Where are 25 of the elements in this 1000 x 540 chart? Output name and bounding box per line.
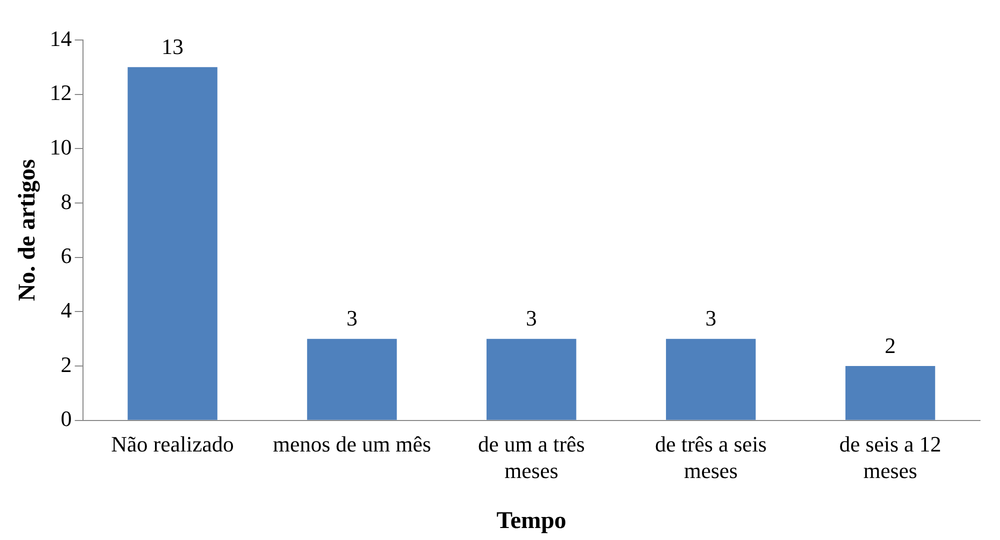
bar <box>486 338 576 420</box>
data-label: 13 <box>162 34 184 59</box>
x-axis-title: Tempo <box>496 508 566 534</box>
y-tick-label: 8 <box>60 188 72 214</box>
x-tick-label: menos de um mês <box>272 431 432 456</box>
x-tick-label: de seis a 12 meses <box>839 431 942 483</box>
y-tick-label: 10 <box>50 134 72 160</box>
data-label: 3 <box>526 306 537 331</box>
y-tick-label: 6 <box>60 243 72 268</box>
data-label: 3 <box>346 306 358 331</box>
data-label: 2 <box>884 332 896 358</box>
bar <box>845 366 936 420</box>
y-tick-label: 2 <box>60 352 72 377</box>
data-label: 3 <box>705 306 716 331</box>
bar <box>307 338 397 420</box>
y-tick-label: 14 <box>50 26 72 51</box>
bar <box>666 338 756 420</box>
y-tick-label: 4 <box>60 297 72 322</box>
bar <box>128 67 218 420</box>
y-tick-label: 12 <box>50 80 72 106</box>
x-tick-label: de três a seis meses <box>654 431 767 483</box>
x-tick-label: Não realizado <box>111 431 234 456</box>
y-axis-title: No. de artigos <box>14 159 41 302</box>
y-tick-label: 0 <box>60 406 72 432</box>
x-tick-label: de um a três meses <box>478 431 585 483</box>
